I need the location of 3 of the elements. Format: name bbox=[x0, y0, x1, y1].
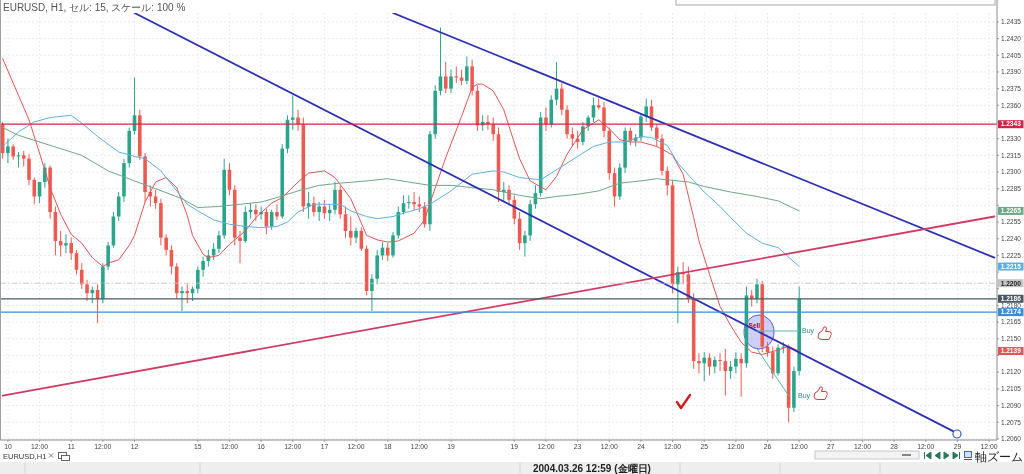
annotation: 軸ズーム bbox=[975, 450, 1023, 463]
annotation: 2004.03.26 12:59 (金曜日) bbox=[533, 463, 651, 474]
title: EURUSD, H1, セル: 15, スケール: 100 % bbox=[3, 1, 186, 13]
